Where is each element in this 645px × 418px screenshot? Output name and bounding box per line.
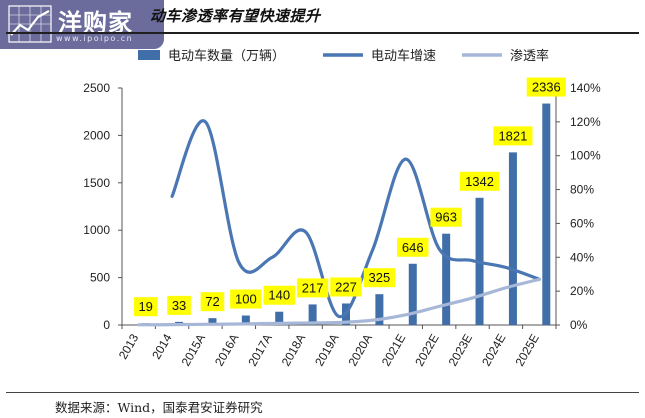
y-right-tick-label: 20% xyxy=(570,284,594,298)
x-tick-label: 2014 xyxy=(149,331,175,361)
data-label: 100 xyxy=(235,292,257,307)
x-tick-label: 2023E xyxy=(446,332,475,369)
data-labels: 19 33 72 100 140 217 227 325 646 963 1342 1821 2336 xyxy=(133,77,566,317)
data-label-box xyxy=(493,126,533,146)
data-label-box xyxy=(430,207,462,227)
data-label-box xyxy=(330,277,362,297)
x-tick-label: 2013 xyxy=(116,331,142,361)
x-tick-label: 2021E xyxy=(379,332,408,369)
y-right-tick-label: 140% xyxy=(570,81,601,95)
logo: 洋购家 www.ipoipo.cn xyxy=(0,0,164,49)
data-label-box xyxy=(526,77,566,97)
line-series xyxy=(137,119,541,327)
legend-label: 电动车数量（万辆） xyxy=(168,48,285,64)
data-label-box xyxy=(397,237,429,257)
x-tick-label: 2022E xyxy=(412,332,441,369)
legend-label: 渗透率 xyxy=(510,48,549,64)
data-label: 227 xyxy=(335,279,357,294)
data-label: 646 xyxy=(402,240,424,255)
legend-swatch xyxy=(138,50,160,60)
chart-icon xyxy=(8,5,52,43)
legend: 电动车数量（万辆） 电动车增速 渗透率 xyxy=(138,48,549,64)
bar xyxy=(442,233,451,325)
y-right-tick-label: 100% xyxy=(570,149,601,163)
x-tick-label: 2020A xyxy=(346,332,375,369)
y-right-tick-label: 40% xyxy=(570,250,594,264)
y-right-tick-label: 60% xyxy=(570,216,594,230)
data-label-box xyxy=(296,278,329,298)
y-left-tick-label: 1000 xyxy=(83,223,110,237)
x-tick-label: 2024E xyxy=(479,332,508,369)
y-left-tick-label: 0 xyxy=(103,318,110,332)
data-label-box xyxy=(133,297,158,317)
legend-label: 电动车增速 xyxy=(371,48,436,64)
y-right-tick-label: 120% xyxy=(570,115,601,129)
growth-line xyxy=(170,119,541,319)
data-label: 325 xyxy=(369,270,391,285)
penetration-line xyxy=(137,277,541,327)
y-left-tick-label: 2000 xyxy=(83,128,110,142)
chart-title: 动车渗透率有望快速提升 xyxy=(150,7,321,25)
source-divider xyxy=(6,392,639,393)
y-left-tick-label: 1500 xyxy=(83,176,110,190)
bar xyxy=(241,315,250,325)
data-label: 217 xyxy=(302,280,324,295)
data-label: 1342 xyxy=(465,174,494,189)
data-label: 1821 xyxy=(498,128,527,143)
data-label-box xyxy=(200,292,225,312)
bar xyxy=(208,318,217,325)
data-label-box xyxy=(167,295,191,315)
x-tick-label: 2018A xyxy=(279,332,308,369)
data-label: 140 xyxy=(268,288,290,303)
y-right-tick-label: 80% xyxy=(570,183,594,197)
title-divider xyxy=(6,32,639,34)
data-label-box xyxy=(263,285,295,305)
x-tick-label: 2016A xyxy=(212,332,241,369)
source-note: 数据来源：Wind，国泰君安证券研究 xyxy=(55,400,263,415)
y-left-tick-label: 500 xyxy=(90,271,110,285)
bar xyxy=(542,103,551,325)
data-label-box xyxy=(459,171,500,191)
x-tick-label: 2025E xyxy=(512,332,541,369)
x-tick-label: 2015A xyxy=(179,332,208,369)
bar xyxy=(508,152,517,325)
data-label: 963 xyxy=(435,210,457,225)
data-label: 19 xyxy=(138,299,152,314)
data-label-box xyxy=(363,268,396,288)
data-label: 2336 xyxy=(532,80,561,95)
data-label-box xyxy=(230,289,262,309)
x-tick-label: 2019A xyxy=(312,332,341,369)
bar xyxy=(375,294,384,325)
bar xyxy=(308,304,317,325)
y-left-tick-label: 2500 xyxy=(83,81,110,95)
bar xyxy=(408,263,417,325)
data-label: 72 xyxy=(205,294,219,309)
x-tick-label: 2017A xyxy=(245,332,274,369)
y-right-tick-label: 0% xyxy=(570,318,588,332)
bar xyxy=(275,311,284,325)
data-label: 33 xyxy=(172,298,186,313)
logo-subtext: www.ipoipo.cn xyxy=(56,34,134,43)
